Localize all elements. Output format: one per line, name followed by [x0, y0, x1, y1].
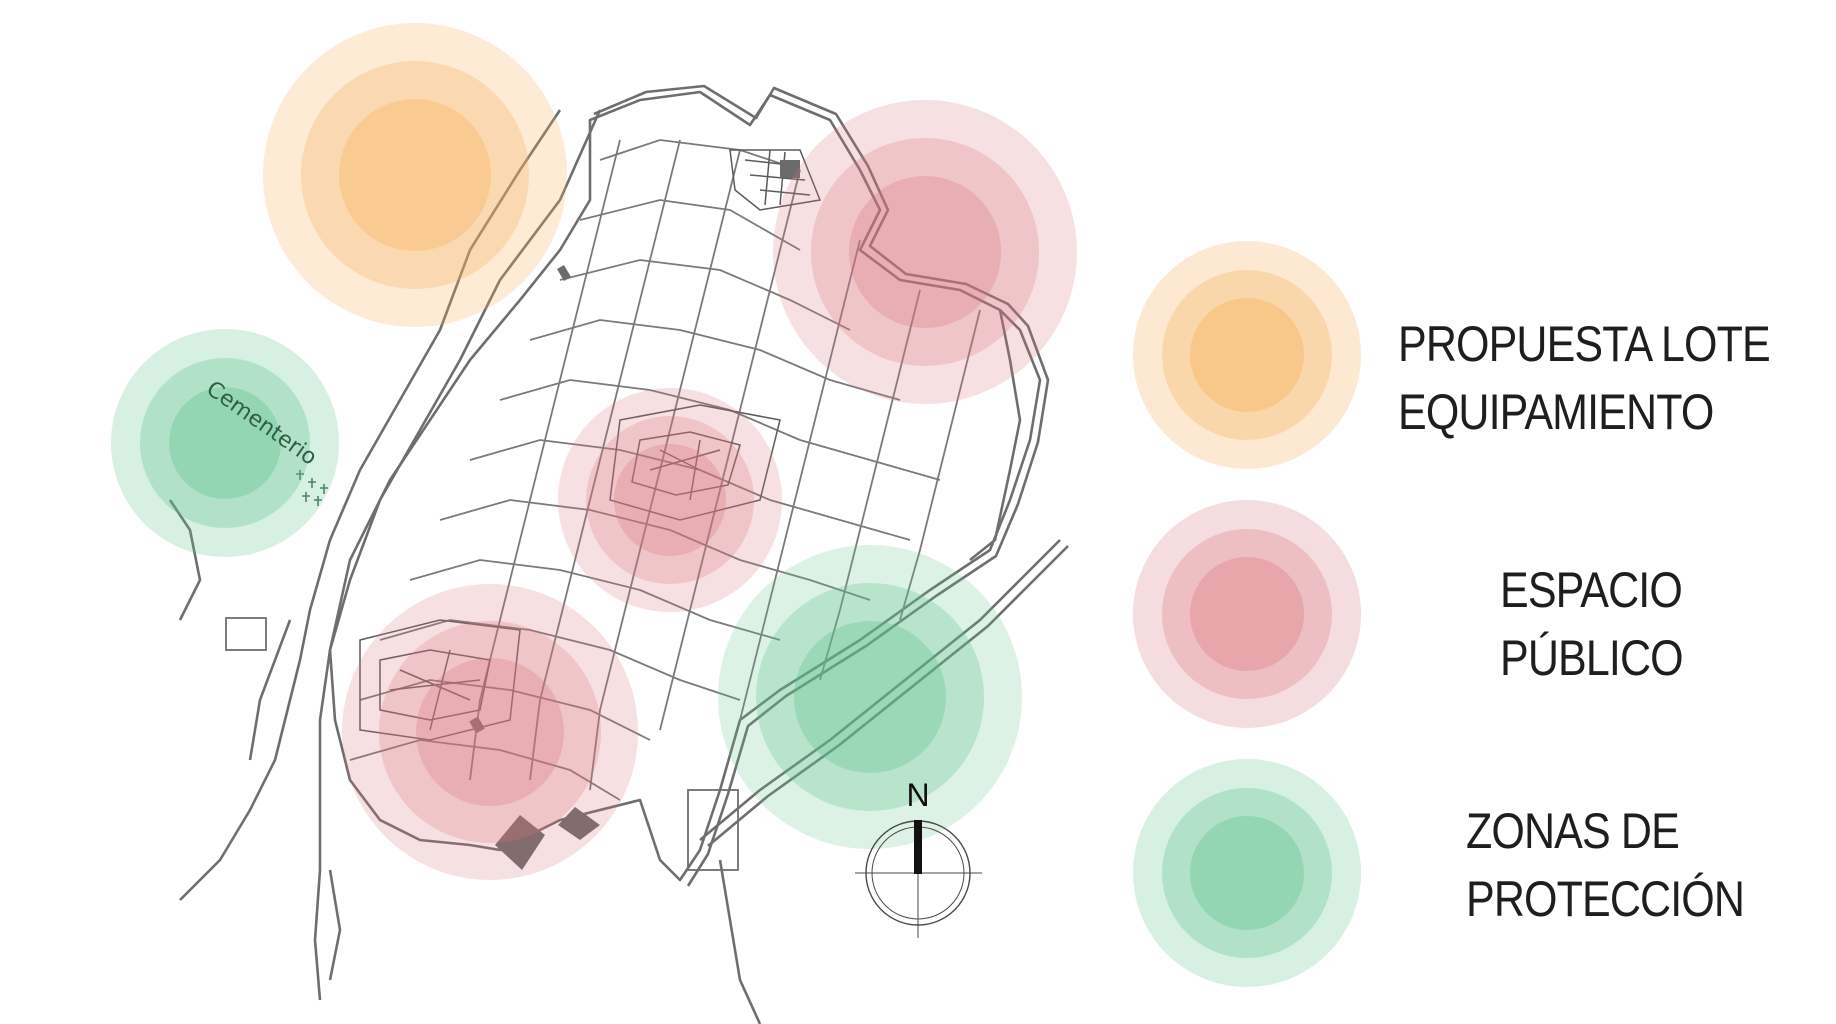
legend-red-swatch: [1133, 500, 1361, 728]
north-label: N: [906, 777, 929, 813]
zone-red-southwest: [342, 584, 638, 880]
dense-blocks: [359, 149, 822, 741]
legend-green-swatch: [1133, 759, 1361, 987]
cemetery-crosses: [296, 470, 328, 506]
zone-red-center: [558, 388, 782, 612]
outlying-plots: [225, 617, 739, 871]
legend-label-line: EQUIPAMIENTO: [1398, 384, 1714, 440]
legend-orange-swatch: [1133, 241, 1361, 469]
legend-label-zonas-proteccion: ZONAS DE PROTECCIÓN: [1466, 797, 1745, 933]
building-marks: [469, 160, 800, 870]
legend-label-line: ZONAS DE: [1466, 803, 1680, 859]
zone-red-northeast: [773, 100, 1077, 404]
zone-green-cemetery: [111, 329, 339, 557]
legend-label-line: PÚBLICO: [1500, 630, 1684, 686]
north-arrow: N: [855, 777, 982, 938]
legend-label-line: PROTECCIÓN: [1466, 871, 1745, 927]
legend-label-propuesta: PROPUESTA LOTE EQUIPAMIENTO: [1398, 310, 1771, 446]
legend-label-line: ESPACIO: [1500, 562, 1683, 618]
street-network: [168, 84, 1069, 1024]
legend-label-espacio-publico: ESPACIO PÚBLICO: [1500, 556, 1684, 692]
zone-orange-north: [263, 23, 567, 327]
legend-label-line: PROPUESTA LOTE: [1398, 316, 1771, 372]
zone-green-southeast: [718, 545, 1022, 849]
